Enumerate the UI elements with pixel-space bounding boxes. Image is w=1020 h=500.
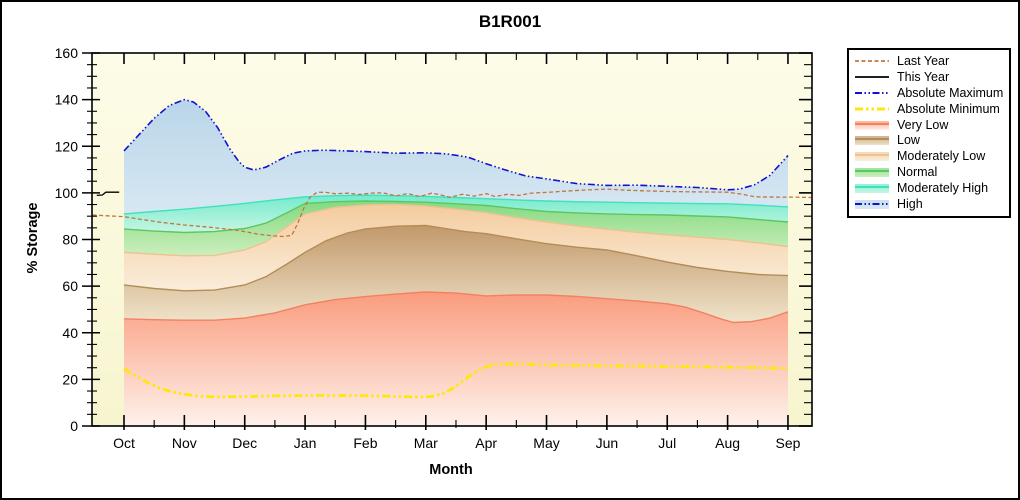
y-axis-label: % Storage: [25, 202, 41, 274]
line-absolute-maximum: [123, 98, 789, 191]
y-tick-label-40: 40: [62, 325, 78, 341]
band-low: [124, 225, 788, 323]
x-tick-label-jun: Jun: [596, 435, 619, 451]
legend-item-label: Absolute Minimum: [897, 101, 1000, 116]
band-moderately-low: [124, 204, 788, 291]
legend-item-label: Absolute Maximum: [897, 85, 1004, 100]
x-tick-label-jan: Jan: [294, 435, 317, 451]
band-edge-very-low: [123, 291, 789, 324]
x-tick-label-jul: Jul: [658, 435, 676, 451]
legend-swatch-high-icon: [855, 199, 889, 209]
x-tick-label-dec: Dec: [232, 435, 257, 451]
x-tick-label-nov: Nov: [172, 435, 197, 451]
legend-item-moderately-high: Moderately High: [854, 180, 1004, 196]
legend-item-label: Low: [897, 133, 920, 148]
line-absolute-minimum: [123, 362, 789, 399]
legend-item-label: This Year: [897, 70, 950, 85]
legend-box: Last Year This Year Absolute Maximum Absolu…: [847, 48, 1011, 218]
y-tick-label-80: 80: [62, 232, 78, 248]
x-axis-label: Month: [429, 462, 473, 478]
y-tick-label-160: 160: [55, 45, 79, 61]
y-tick-label-60: 60: [62, 278, 78, 294]
legend-swatch-absolute-minimum-icon: [855, 107, 889, 111]
band-edge-moderately-low: [123, 203, 789, 257]
y-tick-label-120: 120: [55, 138, 79, 154]
legend-item-label: Normal: [897, 164, 938, 179]
legend-item-absolute-minimum: Absolute Minimum: [854, 101, 1004, 117]
band-edge-normal: [123, 200, 789, 234]
legend-swatch-low-icon: [855, 136, 889, 146]
legend-item-moderately-low: Moderately Low: [854, 149, 1004, 165]
legend-item-label: Last Year: [897, 54, 950, 69]
legend-swatch-this-year-icon: [855, 76, 889, 79]
legend-item-low: Low: [854, 133, 1004, 149]
legend-item-absolute-maximum: Absolute Maximum: [854, 86, 1004, 102]
band-high: [124, 99, 788, 214]
x-tick-label-sep: Sep: [775, 435, 800, 451]
legend-swatch-very-low-icon: [855, 120, 889, 130]
x-tick-label-mar: Mar: [414, 435, 438, 451]
legend-swatch-last-year-icon: [855, 60, 889, 63]
legend-item-label: Moderately High: [897, 180, 989, 195]
legend-swatch-moderately-low-icon: [855, 152, 889, 162]
x-tick-label-may: May: [533, 435, 559, 451]
chart-title: B1R001: [478, 12, 542, 31]
y-tick-label-20: 20: [62, 371, 78, 387]
y-tick-label-140: 140: [55, 92, 79, 108]
x-tick-label-apr: Apr: [475, 435, 497, 451]
legend-item-this-year: This Year: [854, 70, 1004, 86]
band-edge-moderately-high: [123, 194, 789, 215]
legend-item-very-low: Very Low: [854, 117, 1004, 133]
legend-item-label: Moderately Low: [897, 149, 986, 164]
legend-swatch-absolute-maximum-icon: [855, 91, 889, 94]
x-tick-label-feb: Feb: [353, 435, 377, 451]
legend-item-last-year: Last Year: [854, 54, 1004, 70]
legend-item-normal: Normal: [854, 165, 1004, 181]
y-tick-label-0: 0: [70, 418, 78, 434]
legend-item-high: High: [854, 196, 1004, 212]
y-tick-label-100: 100: [55, 185, 79, 201]
band-moderately-high: [124, 195, 788, 233]
legend-swatch-normal-icon: [855, 167, 889, 177]
legend-item-label: High: [897, 196, 923, 211]
band-very-low: [124, 292, 788, 426]
line-last-year: [92, 188, 811, 238]
line-this-year: [96, 191, 120, 197]
x-tick-label-aug: Aug: [715, 435, 740, 451]
legend-item-label: Very Low: [897, 117, 949, 132]
legend-swatch-moderately-high-icon: [855, 183, 889, 193]
x-tick-label-oct: Oct: [113, 435, 135, 451]
band-edge-low: [123, 224, 789, 292]
